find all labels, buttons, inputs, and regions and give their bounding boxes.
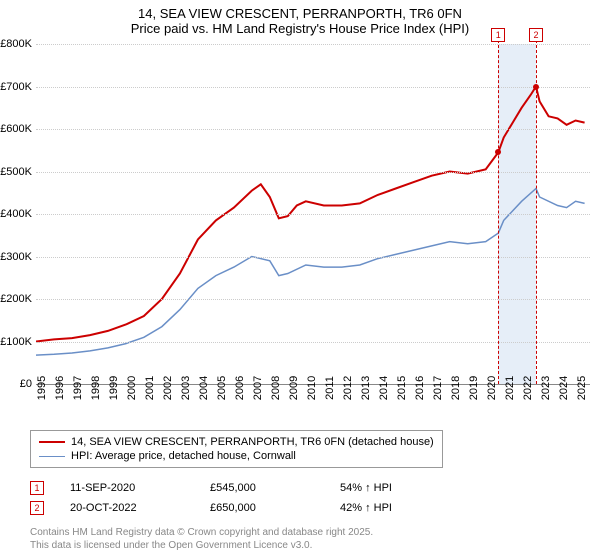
legend-item: 14, SEA VIEW CRESCENT, PERRANPORTH, TR6 … (39, 435, 434, 449)
chart-container: 14, SEA VIEW CRESCENT, PERRANPORTH, TR6 … (0, 0, 600, 560)
marker-box-1: 1 (491, 28, 505, 42)
legend: 14, SEA VIEW CRESCENT, PERRANPORTH, TR6 … (30, 430, 443, 468)
x-axis-label: 2007 (252, 376, 264, 400)
chart-area: £0£100K£200K£300K£400K£500K£600K£700K£80… (36, 44, 590, 404)
x-axis-label: 1999 (108, 376, 120, 400)
x-axis-label: 2020 (486, 376, 498, 400)
x-axis-label: 2021 (504, 376, 516, 400)
x-axis-label: 1998 (90, 376, 102, 400)
x-axis-label: 2012 (342, 376, 354, 400)
marker-box-2: 2 (529, 28, 543, 42)
x-axis-label: 1997 (72, 376, 84, 400)
footer-line2: This data is licensed under the Open Gov… (30, 539, 373, 552)
x-axis-label: 2009 (288, 376, 300, 400)
x-axis-label: 2001 (144, 376, 156, 400)
x-axis-label: 2018 (450, 376, 462, 400)
legend-item: HPI: Average price, detached house, Corn… (39, 449, 434, 463)
x-axis-label: 1995 (36, 376, 48, 400)
annotation-price: £545,000 (210, 482, 340, 494)
annotation-num-box: 1 (30, 481, 44, 495)
y-axis-label: £500K (0, 166, 32, 178)
annotation-diff: 54% ↑ HPI (340, 482, 392, 494)
marker-dot-2 (533, 84, 539, 90)
annotation-num-box: 2 (30, 501, 44, 515)
legend-label: 14, SEA VIEW CRESCENT, PERRANPORTH, TR6 … (71, 436, 434, 448)
x-axis-label: 2024 (558, 376, 570, 400)
x-axis-label: 2011 (324, 376, 336, 400)
x-axis-label: 2023 (540, 376, 552, 400)
x-axis-label: 2003 (180, 376, 192, 400)
y-axis-label: £600K (0, 123, 32, 135)
legend-swatch (39, 456, 65, 457)
title-subtitle: Price paid vs. HM Land Registry's House … (0, 21, 600, 36)
marker-dot-1 (495, 149, 501, 155)
gridline (36, 299, 590, 300)
annotation-price: £650,000 (210, 502, 340, 514)
annotation-table: 1 11-SEP-2020£545,00054% ↑ HPI 2 20-OCT-202… (30, 478, 392, 518)
annotation-date: 20-OCT-2022 (70, 502, 210, 514)
gridline (36, 257, 590, 258)
y-axis-label: £200K (0, 293, 32, 305)
legend-swatch (39, 441, 65, 443)
gridline (36, 129, 590, 130)
x-axis-label: 2013 (360, 376, 372, 400)
x-axis-label: 2025 (576, 376, 588, 400)
x-axis-label: 2019 (468, 376, 480, 400)
x-axis-label: 2005 (216, 376, 228, 400)
marker-line-1 (498, 30, 499, 384)
y-axis-label: £0 (20, 378, 32, 390)
gridline (36, 342, 590, 343)
x-axis-label: 2015 (396, 376, 408, 400)
x-axis-label: 2016 (414, 376, 426, 400)
x-axis-label: 2004 (198, 376, 210, 400)
title-address: 14, SEA VIEW CRESCENT, PERRANPORTH, TR6 … (0, 6, 600, 21)
footer-attribution: Contains HM Land Registry data © Crown c… (30, 526, 373, 552)
y-axis-label: £800K (0, 38, 32, 50)
x-axis-label: 2000 (126, 376, 138, 400)
x-axis-label: 2008 (270, 376, 282, 400)
gridline (36, 87, 590, 88)
y-axis-label: £400K (0, 208, 32, 220)
legend-label: HPI: Average price, detached house, Corn… (71, 450, 296, 462)
y-axis-label: £700K (0, 81, 32, 93)
x-axis-label: 2002 (162, 376, 174, 400)
x-axis-label: 2022 (522, 376, 534, 400)
x-axis-label: 2010 (306, 376, 318, 400)
gridline (36, 172, 590, 173)
x-axis-label: 2017 (432, 376, 444, 400)
title-block: 14, SEA VIEW CRESCENT, PERRANPORTH, TR6 … (0, 0, 600, 36)
gridline (36, 214, 590, 215)
annotation-date: 11-SEP-2020 (70, 482, 210, 494)
x-axis-label: 1996 (54, 376, 66, 400)
x-axis-label: 2006 (234, 376, 246, 400)
x-axis-label: 2014 (378, 376, 390, 400)
y-axis-label: £300K (0, 251, 32, 263)
plot-region: £0£100K£200K£300K£400K£500K£600K£700K£80… (36, 44, 590, 385)
annotation-row: 1 11-SEP-2020£545,00054% ↑ HPI (30, 478, 392, 498)
footer-line1: Contains HM Land Registry data © Crown c… (30, 526, 373, 539)
annotation-diff: 42% ↑ HPI (340, 502, 392, 514)
gridline (36, 44, 590, 45)
y-axis-label: £100K (0, 336, 32, 348)
annotation-row: 2 20-OCT-2022£650,00042% ↑ HPI (30, 498, 392, 518)
